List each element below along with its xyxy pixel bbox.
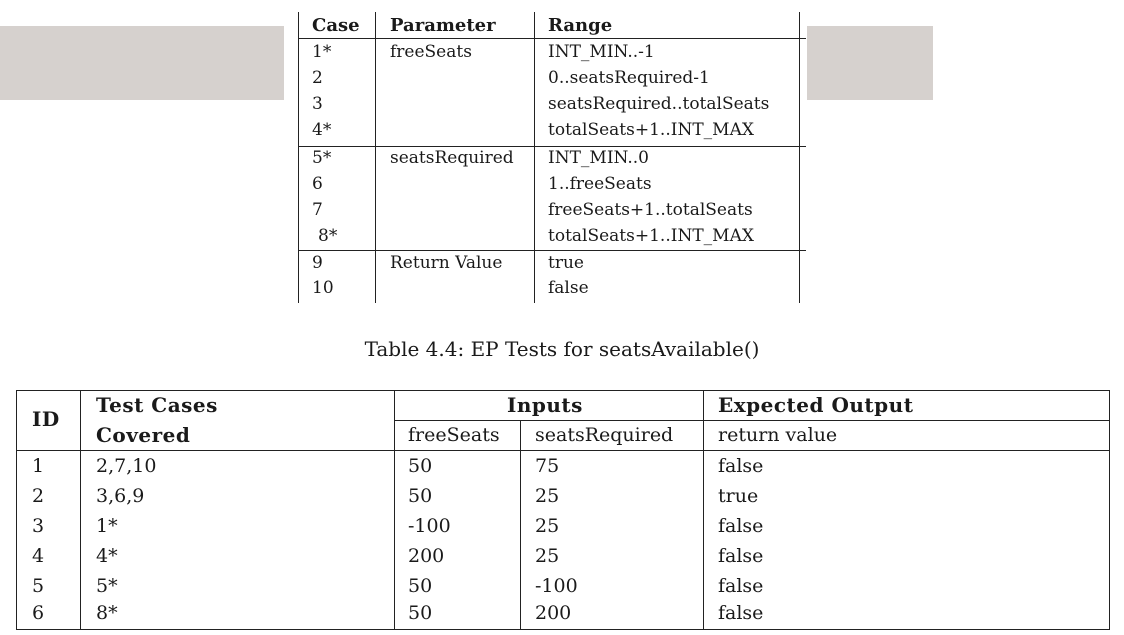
ep-case: 8* <box>318 226 338 246</box>
ep-header-rule <box>298 38 806 39</box>
test-row-seats-required: 25 <box>535 515 560 537</box>
test-row-output: true <box>718 485 759 507</box>
ep-range: false <box>548 278 589 298</box>
test-header-expected-output: Expected Output <box>718 393 914 417</box>
redaction-block-left <box>0 26 284 100</box>
test-row-free-seats: -100 <box>408 515 451 537</box>
ep-header-parameter: Parameter <box>390 15 496 36</box>
ep-range: freeSeats+1..totalSeats <box>548 200 753 220</box>
test-row-output: false <box>718 455 764 477</box>
ep-range: seatsRequired..totalSeats <box>548 94 770 114</box>
test-row-cases: 3,6,9 <box>96 485 145 507</box>
test-header-cases-line2: Covered <box>96 423 191 447</box>
test-row-output: false <box>718 545 764 567</box>
test-col-rule-id <box>80 390 81 630</box>
ep-range: totalSeats+1..INT_MAX <box>548 226 754 246</box>
ep-group-rule-1 <box>298 146 806 147</box>
test-row-free-seats: 50 <box>408 485 433 507</box>
ep-border-right <box>799 12 800 303</box>
table-caption: Table 4.4: EP Tests for seatsAvailable() <box>364 337 760 361</box>
test-subheader-rule <box>394 420 1110 421</box>
test-border-top <box>16 390 1110 391</box>
test-row-free-seats: 50 <box>408 455 433 477</box>
ep-case: 7 <box>312 200 323 220</box>
test-row-cases: 1* <box>96 515 118 537</box>
test-border-left <box>16 390 17 630</box>
ep-range: 1..freeSeats <box>548 174 652 194</box>
test-row-output: false <box>718 575 764 597</box>
test-row-id: 5 <box>32 575 45 597</box>
test-border-bottom <box>16 629 1110 630</box>
redaction-block-right <box>807 26 933 100</box>
ep-case: 3 <box>312 94 323 114</box>
test-row-cases: 4* <box>96 545 118 567</box>
test-row-output: false <box>718 515 764 537</box>
test-row-free-seats: 200 <box>408 545 445 567</box>
ep-case: 6 <box>312 174 323 194</box>
test-row-cases: 2,7,10 <box>96 455 157 477</box>
ep-parameter: freeSeats <box>390 42 472 62</box>
ep-case: 10 <box>312 278 334 298</box>
test-row-seats-required: 200 <box>535 602 572 624</box>
ep-range: INT_MIN..-1 <box>548 42 655 62</box>
ep-parameter: Return Value <box>390 253 503 273</box>
test-row-free-seats: 50 <box>408 602 433 624</box>
test-col-rule-cases <box>394 390 395 630</box>
ep-col-rule-2 <box>534 12 535 303</box>
test-col-rule-output <box>703 390 704 630</box>
test-border-right <box>1109 390 1110 630</box>
test-row-cases: 5* <box>96 575 118 597</box>
test-row-id: 2 <box>32 485 45 507</box>
test-row-seats-required: 75 <box>535 455 560 477</box>
test-header-inputs: Inputs <box>507 393 583 417</box>
test-header-cases-line1: Test Cases <box>96 393 218 417</box>
test-row-cases: 8* <box>96 602 118 624</box>
test-subheader-free-seats: freeSeats <box>408 424 500 446</box>
ep-header-range: Range <box>548 15 613 36</box>
test-row-id: 6 <box>32 602 45 624</box>
ep-range: true <box>548 253 584 273</box>
ep-group-rule-2 <box>298 250 806 251</box>
ep-range: INT_MIN..0 <box>548 148 649 168</box>
ep-col-rule-1 <box>375 12 376 303</box>
test-header-id: ID <box>32 407 60 431</box>
test-row-id: 3 <box>32 515 45 537</box>
test-row-seats-required: -100 <box>535 575 578 597</box>
ep-case: 1* <box>312 42 332 62</box>
test-row-seats-required: 25 <box>535 545 560 567</box>
ep-case: 2 <box>312 68 323 88</box>
test-row-seats-required: 25 <box>535 485 560 507</box>
ep-case: 4* <box>312 120 332 140</box>
test-subheader-return-value: return value <box>718 424 838 446</box>
ep-range: totalSeats+1..INT_MAX <box>548 120 754 140</box>
ep-border-left <box>298 12 299 303</box>
test-row-output: false <box>718 602 764 624</box>
test-col-rule-inputs <box>520 420 521 630</box>
test-subheader-seats-required: seatsRequired <box>535 424 674 446</box>
ep-range: 0..seatsRequired-1 <box>548 68 710 88</box>
ep-case: 5* <box>312 148 332 168</box>
ep-tests-table: Case Parameter Range 1* freeSeats INT_MI… <box>298 12 806 303</box>
test-row-id: 1 <box>32 455 45 477</box>
test-cases-table: ID Test Cases Covered Inputs Expected Ou… <box>16 390 1110 630</box>
ep-case: 9 <box>312 253 323 273</box>
ep-header-case: Case <box>312 15 360 36</box>
test-row-id: 4 <box>32 545 45 567</box>
ep-parameter: seatsRequired <box>390 148 514 168</box>
test-row-free-seats: 50 <box>408 575 433 597</box>
test-header-rule <box>16 450 1110 451</box>
